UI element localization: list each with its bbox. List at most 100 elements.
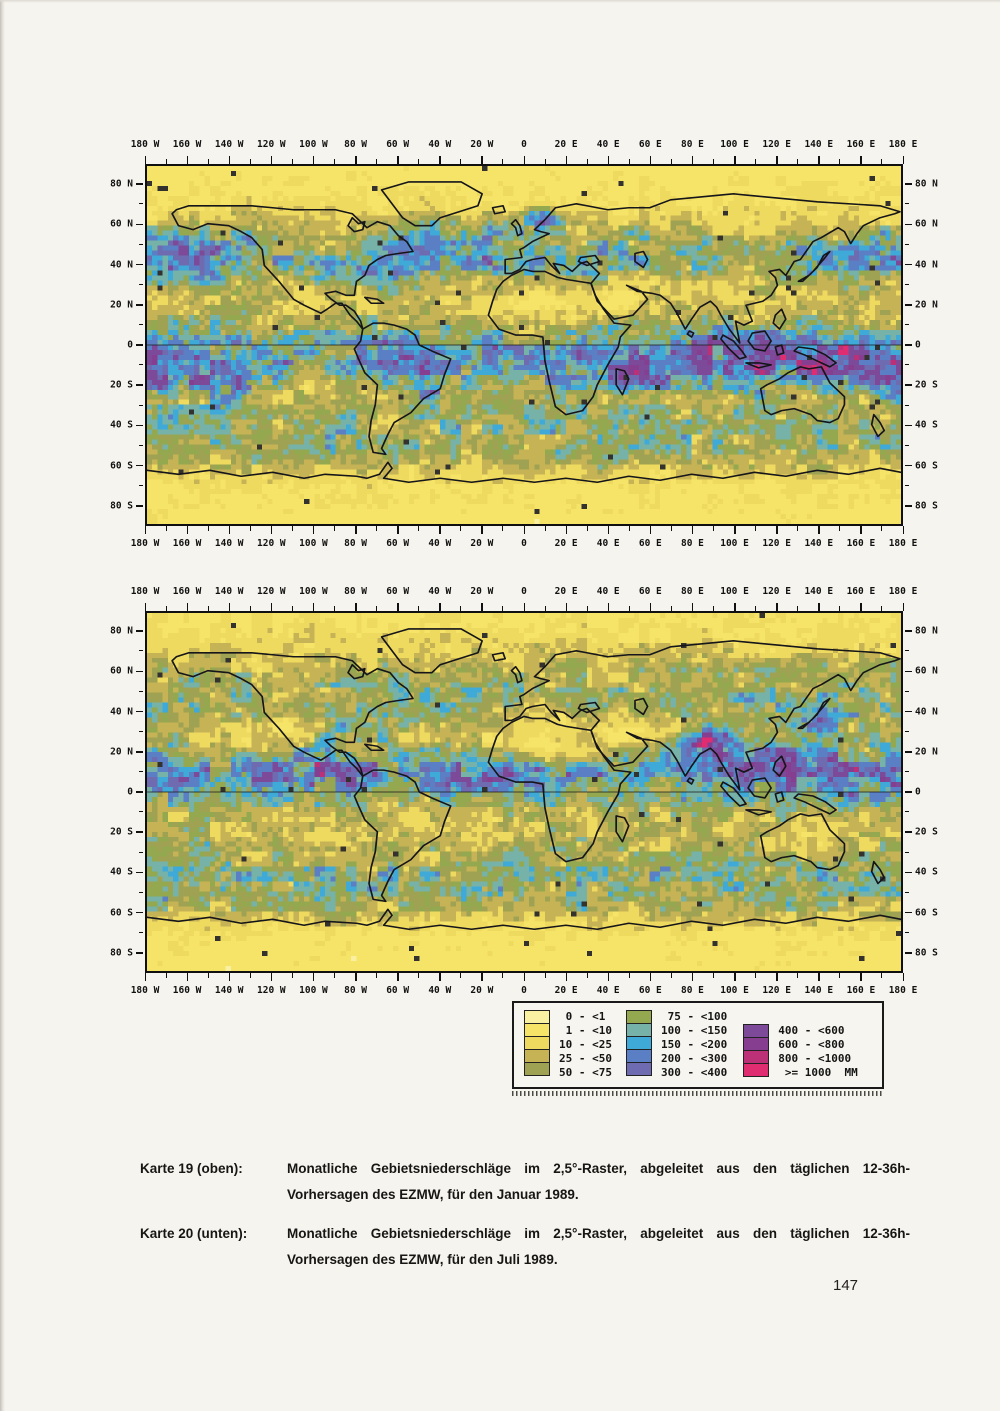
lon-tick [628,606,630,611]
lat-tick [905,364,909,366]
lat-tick [905,690,909,692]
precipitation-legend: 0 - <1 1 - <10 10 - <25 25 - <50 50 - <75 7… [512,1001,884,1096]
lon-tick [860,973,862,981]
lon-tick [228,156,231,164]
lat-tick [905,283,909,285]
lon-tick-label: 80 E [680,985,704,996]
lat-tick-label: 80 N [915,178,938,190]
legend-labels: 0 - <1 1 - <10 10 - <25 25 - <50 50 - <75 [550,1010,612,1080]
lon-tick [312,603,315,611]
lat-tick [139,650,143,652]
lon-tick [776,156,778,164]
lon-tick [839,606,841,611]
lon-tick [355,526,357,534]
lon-tick-label: 60 W [386,139,410,150]
lat-tick [905,851,909,853]
lon-tick [860,603,862,611]
lon-tick [565,973,568,981]
legend-swatch-strip [625,1010,652,1080]
lat-tick-label: 60 S [915,460,938,472]
lon-tick [270,526,273,534]
map-frame [145,611,903,973]
lat-tick [136,751,143,753]
lat-tick-label: 0 [915,786,921,798]
lat-tick [905,891,909,893]
lon-tick [818,603,820,611]
legend-range-label: 800 - <1000 [778,1052,852,1065]
lon-tick [755,606,757,611]
lon-tick-label: 60 E [638,985,662,996]
lon-tick-label: 180 W [130,586,160,597]
lon-tick [165,973,167,978]
lon-tick [312,526,315,534]
lon-tick [270,156,273,164]
lon-tick-label: 80 E [680,139,704,150]
legend-swatch [524,1049,550,1063]
lon-tick-label: 180 E [888,985,918,996]
lon-tick [249,606,251,611]
lon-tick-label: 40 W [428,139,452,150]
lon-tick-label: 60 E [638,538,662,549]
lat-tick [139,404,143,406]
lat-tick [905,404,909,406]
page-number: 147 [833,1277,859,1294]
legend-column: 400 - <600 600 - <800 800 - <1000 >= 1000 … [743,1024,858,1080]
lon-tick [586,606,588,611]
lon-tick [734,973,736,981]
lon-tick [776,973,778,981]
lat-tick-label: 60 N [110,665,133,677]
lon-tick [144,973,146,981]
lat-tick [136,952,143,954]
lat-tick-label: 20 S [915,826,938,838]
lat-tick-label: 40 N [110,259,133,271]
lat-tick-label: 20 N [915,746,938,758]
lat-tick [136,223,143,226]
lat-tick [905,424,912,427]
lat-tick-label: 20 N [110,299,133,311]
lon-tick-label: 120 E [762,139,791,150]
lat-tick [905,831,912,833]
lat-tick [905,630,912,632]
lon-tick-label: 80 W [344,586,367,597]
legend-swatch [524,1036,550,1050]
lon-tick-label: 40 W [428,538,452,549]
lon-tick-label: 160 W [172,538,202,549]
lon-tick [334,606,335,611]
lon-tick [165,526,167,531]
lon-tick [544,973,546,978]
lat-tick-label: 60 S [110,907,133,919]
legend-swatch [524,1062,550,1076]
lon-tick [670,973,672,978]
map-karte-19-januar: 180 W 160 W 140 W 120 W 100 W 80 W 60 W 40 W 20 … [110,138,938,552]
lon-tick-label: 160 W [172,586,202,597]
lat-tick [905,384,912,386]
lon-tick-label: 80 E [680,586,704,597]
lon-tick [797,973,799,978]
lon-tick [881,973,883,978]
lon-tick [165,606,167,611]
lon-tick [797,159,799,164]
lat-tick-label: 80 S [915,500,938,512]
lon-tick [207,159,209,164]
legend-range-label: 0 - <1 [559,1010,606,1023]
lon-tick [565,526,568,534]
lat-tick-label: 80 S [110,500,133,512]
lat-tick [139,444,143,446]
lat-tick-label: 20 N [110,746,133,758]
lon-tick-label: 40 E [596,538,620,549]
lat-tick-label: 0 [127,786,133,798]
legend-range-label: 100 - <150 [660,1024,728,1037]
legend-swatch-strip [743,1024,770,1080]
lat-tick-label: 80 N [915,625,938,637]
legend-range-label: 600 - <800 [778,1038,845,1051]
legend-swatch [524,1010,550,1024]
lon-tick-label: 160 E [846,139,876,150]
lon-tick [797,526,799,531]
lon-tick [544,606,546,611]
lat-tick [905,505,912,507]
lon-tick-label: 100 E [720,586,749,597]
lon-tick [628,973,630,978]
lat-tick [139,690,143,692]
lat-tick [139,243,143,245]
